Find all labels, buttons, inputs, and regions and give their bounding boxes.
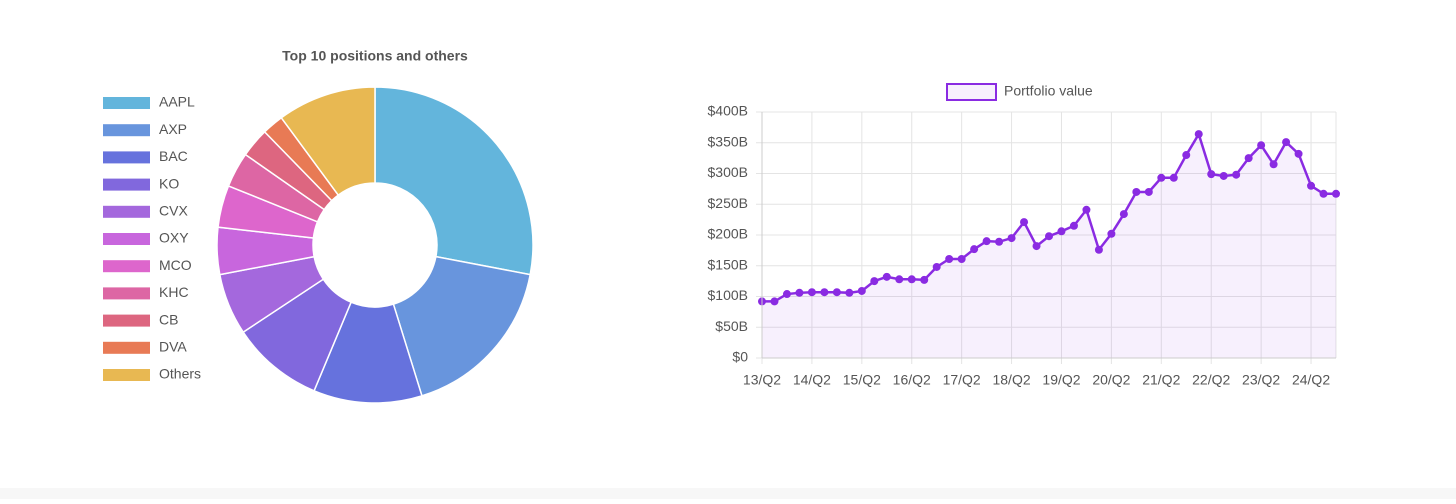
legend-label: MCO — [159, 257, 192, 273]
x-tick-label: 23/Q2 — [1242, 372, 1280, 388]
point — [870, 277, 879, 286]
point — [1307, 181, 1316, 190]
y-tick-label: $100B — [708, 287, 748, 303]
area — [762, 134, 1336, 358]
point — [1157, 173, 1166, 182]
x-tick-label: 22/Q2 — [1192, 372, 1230, 388]
legend-swatch — [103, 124, 150, 137]
x-tick-label: 24/Q2 — [1292, 372, 1330, 388]
legend-swatch — [103, 205, 150, 218]
footer-strip — [0, 488, 1456, 499]
legend-swatch — [103, 178, 150, 191]
legend-swatch — [103, 151, 150, 164]
legend-label: CB — [159, 311, 178, 327]
point — [1132, 187, 1141, 196]
chart-title: Top 10 positions and others — [282, 48, 468, 64]
y-tick-label: $400B — [708, 103, 748, 119]
point — [807, 288, 816, 297]
point — [1207, 170, 1216, 179]
legend-swatch — [103, 314, 150, 327]
doughnut-slice — [392, 255, 532, 397]
point — [1244, 154, 1253, 163]
legend-swatch — [103, 97, 150, 109]
point — [982, 237, 991, 246]
y-tick-label: $300B — [708, 164, 748, 180]
point — [820, 288, 829, 297]
point — [782, 290, 791, 299]
point — [1194, 130, 1203, 139]
point — [920, 275, 929, 284]
point — [907, 275, 916, 284]
point — [1057, 227, 1066, 236]
y-tick-label: $200B — [708, 226, 748, 242]
point — [1119, 210, 1128, 219]
y-tick-label: $150B — [708, 256, 748, 272]
legend-swatch — [103, 233, 150, 245]
x-tick-label: 16/Q2 — [893, 372, 931, 388]
point — [882, 272, 891, 281]
legend-label: Portfolio value — [1004, 83, 1093, 99]
point — [1032, 242, 1041, 251]
point — [932, 262, 941, 271]
point — [845, 288, 854, 297]
point — [857, 286, 866, 295]
point — [1069, 221, 1078, 230]
x-tick-label: 20/Q2 — [1092, 372, 1130, 388]
y-tick-label: $50B — [715, 318, 748, 334]
point — [770, 297, 779, 306]
doughnut-slice — [374, 86, 534, 276]
point — [995, 237, 1004, 246]
point — [1232, 170, 1241, 179]
legend-swatch — [103, 341, 150, 354]
y-tick-label: $350B — [708, 133, 748, 149]
point — [1144, 187, 1153, 196]
point — [1007, 234, 1016, 243]
legend-swatch — [103, 287, 150, 300]
point — [957, 254, 966, 263]
point — [1094, 245, 1103, 254]
point — [1182, 151, 1191, 160]
doughnut-slice — [280, 86, 376, 197]
x-tick-label: 13/Q2 — [743, 372, 781, 388]
legend-label: DVA — [159, 339, 187, 355]
x-tick-label: 21/Q2 — [1142, 372, 1180, 388]
x-tick-label: 19/Q2 — [1042, 372, 1080, 388]
point — [1332, 189, 1340, 198]
point — [945, 254, 954, 263]
legend-label: KO — [159, 175, 179, 191]
legend-label: AXP — [159, 121, 187, 137]
point — [970, 245, 979, 254]
legend-label: BAC — [159, 148, 188, 164]
legend-swatch — [103, 369, 150, 381]
x-tick-label: 18/Q2 — [992, 372, 1030, 388]
point — [1107, 229, 1116, 238]
legend-label: Others — [159, 366, 201, 382]
legend-label: AAPL — [159, 94, 195, 110]
point — [1257, 141, 1266, 150]
y-tick-label: $250B — [708, 195, 748, 211]
point — [1045, 232, 1053, 241]
x-tick-label: 17/Q2 — [943, 372, 981, 388]
point — [1082, 205, 1091, 214]
point — [832, 288, 841, 297]
point — [1219, 171, 1228, 180]
point — [1020, 218, 1029, 227]
point — [1169, 173, 1178, 182]
legend-swatch — [946, 83, 997, 101]
legend-swatch — [103, 260, 150, 273]
x-tick-label: 15/Q2 — [843, 372, 881, 388]
point — [1269, 160, 1278, 169]
point — [795, 288, 804, 297]
legend-label: OXY — [159, 230, 189, 246]
legend-label: CVX — [159, 203, 188, 219]
point — [895, 275, 904, 284]
point — [1319, 189, 1328, 198]
point — [1294, 149, 1303, 158]
point — [1282, 138, 1291, 147]
y-tick-label: $0 — [732, 349, 748, 365]
legend-label: KHC — [159, 284, 189, 300]
x-tick-label: 14/Q2 — [793, 372, 831, 388]
